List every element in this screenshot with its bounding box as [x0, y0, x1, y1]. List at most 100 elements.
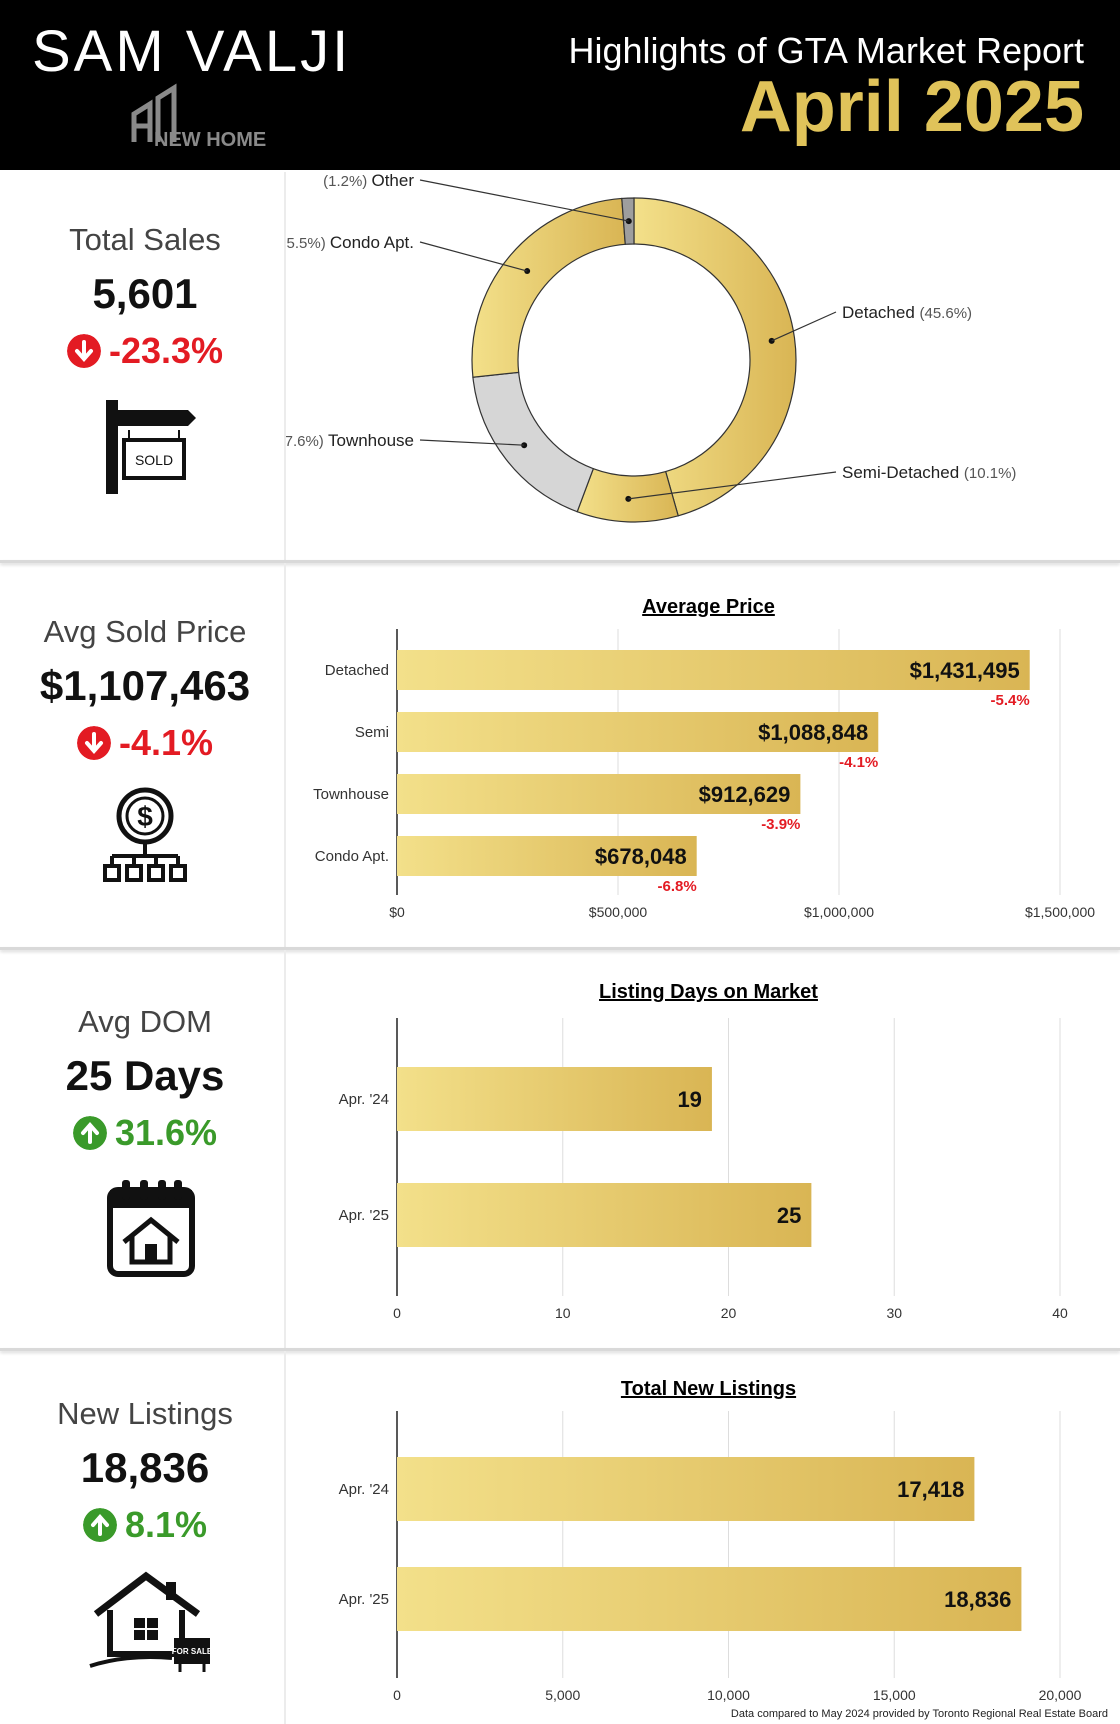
- section-divider: [0, 947, 1120, 950]
- x-tick-label: $1,000,000: [804, 904, 874, 920]
- bar-value-label: $912,629: [699, 782, 791, 807]
- bar-value-label: $678,048: [595, 844, 687, 869]
- section-divider: [0, 560, 1120, 563]
- bar-value-label: $1,088,848: [758, 720, 868, 745]
- avg-price-value: $1,107,463: [39, 662, 251, 709]
- x-tick-label: 0: [393, 1305, 401, 1321]
- category-label: Townhouse: [313, 786, 389, 803]
- new-listings-value: 18,836: [80, 1444, 210, 1491]
- total-new-listings-bar-chart: Total New Listings 0 5,000 10,000 15,000 20,0…: [339, 1378, 1082, 1703]
- arrow-up-circle-icon: [72, 1116, 107, 1150]
- report-title: Highlights of GTA Market Report: [568, 30, 1084, 71]
- category-label: Apr. '25: [339, 1591, 389, 1608]
- bar-apr-25: [397, 1567, 1022, 1631]
- bar-value-label: $1,431,495: [910, 658, 1020, 683]
- category-label: Detached: [325, 662, 389, 679]
- x-tick-label: $0: [389, 904, 405, 920]
- avg-dom-change: 31.6%: [0, 1112, 290, 1154]
- category-label: Condo Apt.: [315, 848, 389, 865]
- section-divider-vertical: [284, 172, 286, 560]
- bar-change-label: -3.9%: [761, 816, 800, 833]
- total-sales-stat: Total Sales 5,601 -23.3%: [0, 222, 290, 372]
- bar-change-label: -4.1%: [839, 754, 878, 771]
- pie-label: (1.2%) Other: [323, 172, 414, 190]
- calendar-house-icon: [107, 1180, 195, 1277]
- avg-dom-stat: Avg DOM 25 Days 31.6%: [0, 1004, 290, 1154]
- new-listings-stat: New Listings 18,836 8.1%: [0, 1396, 290, 1546]
- x-tick-label: 10,000: [707, 1687, 750, 1703]
- avg-price-label: Avg Sold Price: [43, 614, 247, 649]
- bar-apr-24: [397, 1067, 712, 1131]
- pie-leader-line: [419, 179, 629, 222]
- section-divider-vertical: [284, 563, 286, 947]
- new-home-logo-icon: NEW HOME: [131, 83, 266, 151]
- section-divider: [0, 1348, 1120, 1351]
- total-sales-change: -23.3%: [0, 330, 290, 372]
- pie-leader-dot: [768, 337, 775, 344]
- x-tick-label: 30: [886, 1305, 902, 1321]
- arrow-down-circle-icon: [76, 726, 111, 760]
- total-sales-value: 5,601: [92, 270, 198, 317]
- x-tick-label: 20: [721, 1305, 737, 1321]
- avg-price-stat: Avg Sold Price $1,107,463 -4.1%: [0, 614, 290, 764]
- pie-leader-line: [771, 311, 837, 342]
- property-type-donut-chart: Detached (45.6%) Semi-Detached (10.1%) (17…: [286, 172, 1016, 523]
- sold-sign-text: SOLD: [135, 452, 173, 468]
- arrow-down-circle-icon: [66, 334, 101, 368]
- bar-apr-24: [397, 1457, 975, 1521]
- chart-title: Average Price: [642, 596, 775, 618]
- pie-leader-line: [419, 439, 525, 446]
- pie-label: Detached (45.6%): [842, 303, 972, 322]
- header: SAM VALJI NEW HOME Highlights of GTA Mar…: [0, 0, 1120, 170]
- bar-value-label: 19: [677, 1087, 701, 1112]
- avg-dom-label: Avg DOM: [78, 1004, 212, 1039]
- bar-value-label: 18,836: [944, 1587, 1011, 1612]
- new-listings-change: 8.1%: [0, 1504, 290, 1546]
- bar-semi: [397, 712, 879, 752]
- total-sales-label: Total Sales: [69, 222, 221, 257]
- avg-price-change-text: -4.1%: [118, 722, 214, 763]
- pie-leader-dot: [625, 218, 632, 225]
- category-label: Apr. '24: [339, 1091, 389, 1108]
- x-tick-label: 20,000: [1039, 1687, 1082, 1703]
- chart-title: Total New Listings: [621, 1378, 796, 1400]
- total-sales-change-text: -23.3%: [108, 330, 224, 371]
- chart-title: Listing Days on Market: [599, 981, 818, 1003]
- house-for-sale-icon: FOR SALE: [89, 1571, 212, 1672]
- pie-label: (17.6%) Townhouse: [286, 431, 414, 450]
- pie-slice-semi-detached: [576, 467, 679, 523]
- bar-change-label: -5.4%: [991, 692, 1030, 709]
- avg-dom-value: 25 Days: [65, 1052, 225, 1099]
- report-month: April 2025: [739, 67, 1084, 147]
- bar-value-label: 17,418: [897, 1477, 964, 1502]
- x-tick-label: 0: [393, 1687, 401, 1703]
- listing-days-on-market-bar-chart: Listing Days on Market 0 10 20 30 40 Apr. '24 1…: [339, 981, 1068, 1321]
- svg-text:$: $: [137, 801, 153, 832]
- x-tick-label: 5,000: [545, 1687, 580, 1703]
- section-divider-vertical: [284, 1351, 286, 1724]
- bar-value-label: 25: [777, 1203, 801, 1228]
- x-tick-label: 15,000: [873, 1687, 916, 1703]
- pie-slice-townhouse: [472, 371, 595, 513]
- footnote: Data compared to May 2024 provided by To…: [730, 1708, 1108, 1720]
- pie-leader-line: [628, 471, 837, 500]
- x-tick-label: $500,000: [589, 904, 648, 920]
- avg-dom-change-text: 31.6%: [114, 1112, 218, 1153]
- new-listings-label: New Listings: [57, 1396, 233, 1431]
- new-listings-change-text: 8.1%: [124, 1504, 208, 1545]
- x-tick-label: 10: [555, 1305, 571, 1321]
- dollar-network-icon: $: [103, 787, 187, 882]
- pie-leader-line: [419, 241, 528, 272]
- pie-leader-dot: [524, 268, 531, 275]
- category-label: Semi: [355, 724, 389, 741]
- brand-name: SAM VALJI: [32, 19, 352, 84]
- category-label: Apr. '24: [339, 1481, 389, 1498]
- category-label: Apr. '25: [339, 1207, 389, 1224]
- bar-detached: [397, 650, 1030, 690]
- section-divider-vertical: [284, 950, 286, 1348]
- x-tick-label: $1,500,000: [1025, 904, 1095, 920]
- bar-townhouse: [397, 774, 801, 814]
- pie-label: Semi-Detached (10.1%): [842, 463, 1016, 482]
- for-sale-sign-text: FOR SALE: [172, 1647, 212, 1656]
- pie-label: (25.5%) Condo Apt.: [286, 233, 414, 252]
